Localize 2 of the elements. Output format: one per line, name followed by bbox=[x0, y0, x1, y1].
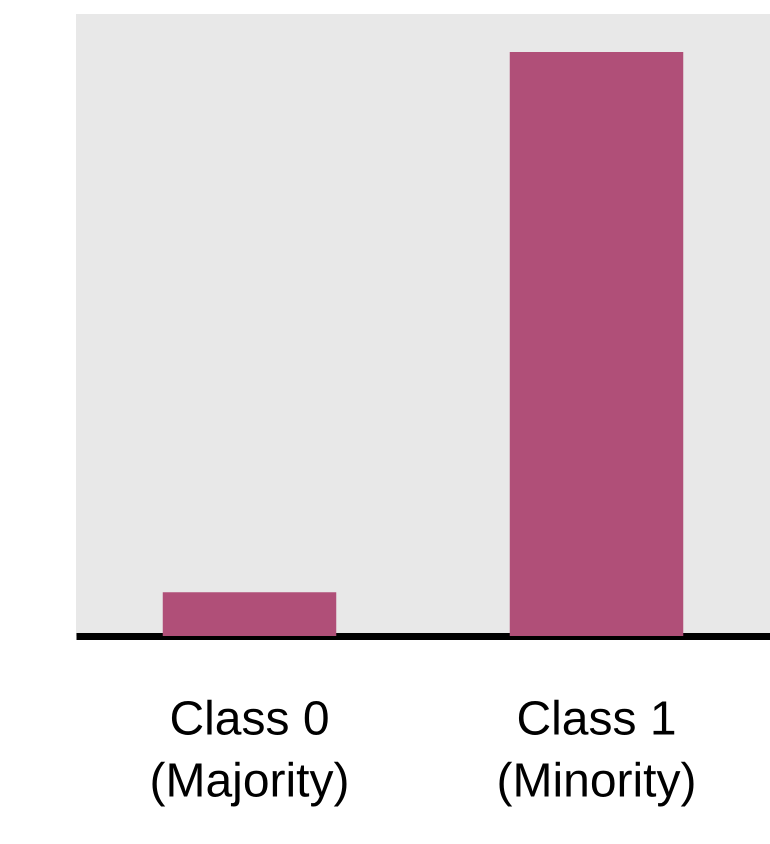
x-tick-label: Class 1 (Minority) bbox=[496, 692, 696, 808]
x-tick-label: Class 0 (Majority) bbox=[150, 692, 350, 808]
